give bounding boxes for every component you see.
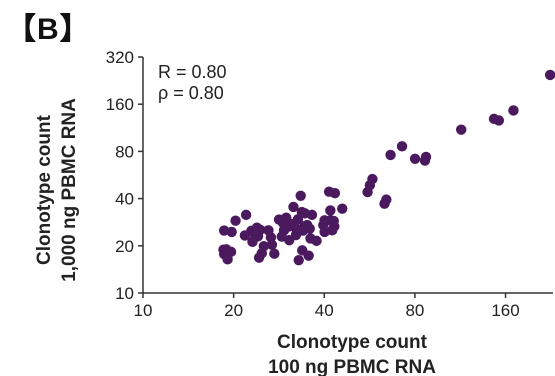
x-tick-label: 40 <box>315 301 334 320</box>
stat-line: ρ = 0.80 <box>158 83 224 103</box>
panel-label: 【B】 <box>6 13 91 46</box>
data-point <box>396 141 408 152</box>
data-point <box>258 240 270 252</box>
data-point <box>544 69 555 81</box>
y-axis-title: Clonotype count <box>34 114 55 265</box>
data-point <box>385 149 396 161</box>
data-point <box>293 254 304 266</box>
y-tick-label: 320 <box>106 48 134 67</box>
x-axis-title: Clonotype count <box>277 332 428 353</box>
data-point <box>337 203 348 214</box>
data-point <box>225 246 237 258</box>
scatter-points <box>218 69 555 266</box>
data-point <box>508 105 519 116</box>
data-point <box>325 205 336 216</box>
data-point <box>493 115 505 126</box>
axis-titles: Clonotype count 100 ng PBMC RNA Clonotype … <box>34 98 436 376</box>
correlation-stats: R = 0.80ρ = 0.80 <box>158 62 227 103</box>
y-tick-label: 40 <box>115 190 134 209</box>
data-point <box>295 190 306 201</box>
data-point <box>367 173 378 185</box>
data-point <box>281 212 292 223</box>
y-tick-label: 80 <box>115 142 134 161</box>
data-point <box>288 201 299 213</box>
data-point <box>240 209 252 221</box>
x-tick-label: 10 <box>134 301 153 320</box>
data-point <box>306 209 318 221</box>
data-point <box>251 222 263 233</box>
data-point <box>269 248 280 259</box>
data-point <box>327 225 338 236</box>
stat-line: R = 0.80 <box>158 62 227 82</box>
y-tick-label: 160 <box>106 95 134 114</box>
data-point <box>409 153 421 164</box>
chart-axes <box>142 57 553 294</box>
x-axis-title: 100 ng PBMC RNA <box>268 357 436 376</box>
x-tick-label: 20 <box>224 301 243 320</box>
y-tick-label: 10 <box>115 284 134 303</box>
data-point <box>419 155 431 166</box>
data-point <box>303 250 314 261</box>
data-point <box>226 226 237 238</box>
data-point <box>379 198 390 209</box>
data-point <box>329 188 341 199</box>
y-axis-title: 1,000 ng PBMC RNA <box>59 98 80 282</box>
data-point <box>456 124 467 135</box>
data-point <box>266 239 278 250</box>
x-tick-label: 80 <box>405 301 424 320</box>
data-point <box>230 215 241 226</box>
x-tick-label: 160 <box>491 301 519 320</box>
data-point <box>311 235 322 247</box>
axis-ticks: 10 20 40 80 160 10 20 40 80 160 320 <box>106 48 520 320</box>
y-tick-label: 20 <box>115 237 134 256</box>
data-point <box>304 223 315 234</box>
